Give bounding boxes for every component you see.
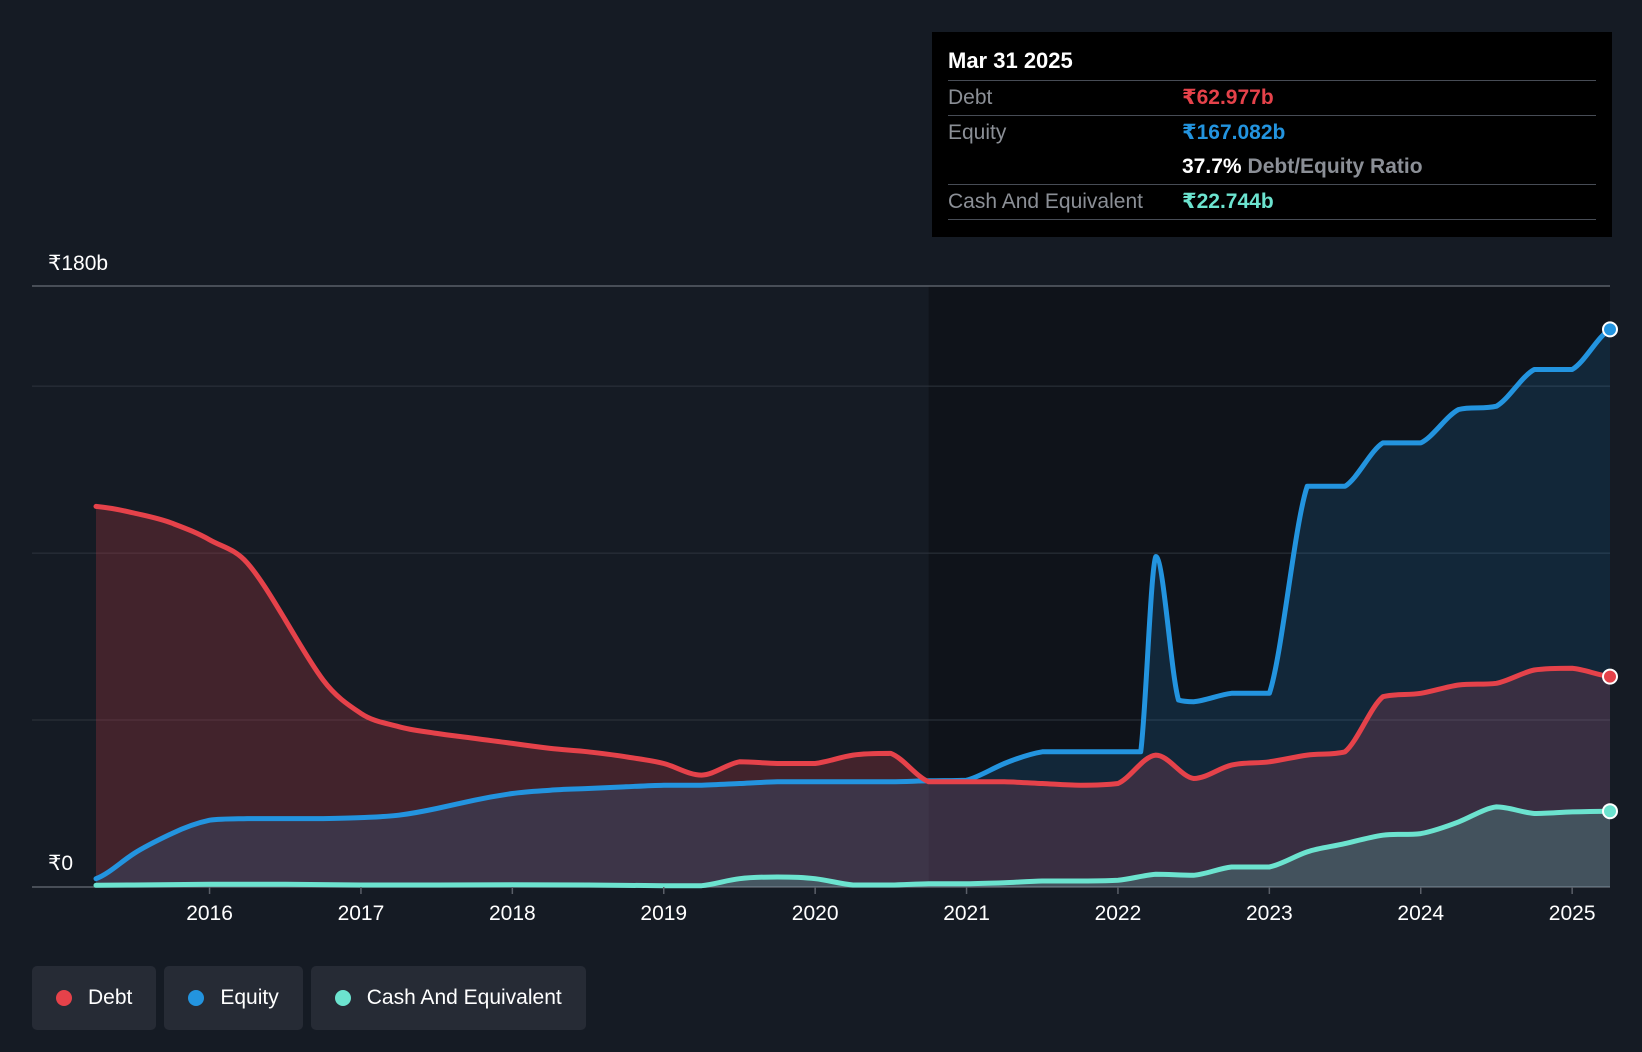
- tooltip-date: Mar 31 2025: [948, 48, 1073, 73]
- x-tick-label-2022: 2022: [1095, 902, 1142, 925]
- x-tick-label-2024: 2024: [1397, 902, 1444, 925]
- line-layer: [93, 326, 1613, 889]
- tooltip-ratio-value: 37.7%: [1182, 155, 1242, 178]
- marker-layer: [1602, 321, 1618, 820]
- tooltip-panel: Mar 31 2025 Debt ₹62.977b Equity ₹167.08…: [932, 32, 1612, 237]
- x-tick-label-2019: 2019: [640, 902, 687, 925]
- end-point-debt: [1602, 668, 1618, 685]
- area-layer: [96, 329, 1610, 887]
- y-axis-label-180: ₹180b: [48, 252, 108, 275]
- tooltip-equity-label: Equity: [948, 121, 1007, 144]
- legend-debt-label: Debt: [88, 986, 133, 1009]
- legend-cash-dot-icon: [334, 990, 351, 1006]
- area-debt: [96, 506, 1610, 887]
- legend-item-equity[interactable]: Equity: [164, 966, 303, 1030]
- y-axis-label-0: ₹0: [48, 852, 73, 875]
- legend-debt-dot-icon: [56, 990, 72, 1006]
- tooltip-row-equity: Equity ₹167.082b: [948, 115, 1596, 150]
- tooltip-cash-label: Cash And Equivalent: [948, 190, 1143, 213]
- area-cash: [96, 806, 1610, 887]
- x-tick-label-2021: 2021: [943, 902, 990, 925]
- x-tick-label-2025: 2025: [1549, 902, 1596, 925]
- x-tick-label-2020: 2020: [792, 902, 839, 925]
- tooltip-row-cash: Cash And Equivalent ₹22.744b: [948, 184, 1596, 220]
- grid-layer: [32, 285, 1610, 888]
- tooltip-debt-value: ₹62.977b: [1182, 86, 1274, 109]
- tooltip-row-debt: Debt ₹62.977b: [948, 80, 1596, 115]
- x-tick-label-2023: 2023: [1246, 902, 1293, 925]
- tooltip-equity-value: ₹167.082b: [1182, 121, 1286, 144]
- line-debt: [93, 503, 1613, 788]
- line-cash: [93, 804, 1613, 889]
- end-point-cash: [1602, 803, 1618, 820]
- label-layer: 2016 2017 2018 2019 2020 2021 2022 2023 2024 2025…: [48, 252, 1596, 925]
- legend-equity-label: Equity: [220, 986, 279, 1009]
- tooltip-ratio-label: Debt/Equity Ratio: [1247, 155, 1423, 178]
- legend-cash-label: Cash And Equivalent: [366, 986, 562, 1009]
- x-tick-label-2018: 2018: [489, 902, 536, 925]
- area-equity: [96, 329, 1610, 887]
- legend-item-debt[interactable]: Debt: [32, 966, 157, 1030]
- legend: Debt Equity Cash And Equivalent: [32, 966, 586, 1030]
- tooltip-debt-label: Debt: [948, 86, 993, 109]
- legend-item-cash[interactable]: Cash And Equivalent: [310, 966, 586, 1030]
- x-tick-label-2016: 2016: [186, 902, 233, 925]
- tooltip-row-ratio: 37.7% Debt/Equity Ratio: [948, 150, 1596, 184]
- legend-equity-dot-icon: [188, 990, 205, 1006]
- tooltip-cash-value: ₹22.744b: [1182, 190, 1274, 213]
- end-point-equity: [1602, 321, 1618, 338]
- x-tick-label-2017: 2017: [338, 902, 385, 925]
